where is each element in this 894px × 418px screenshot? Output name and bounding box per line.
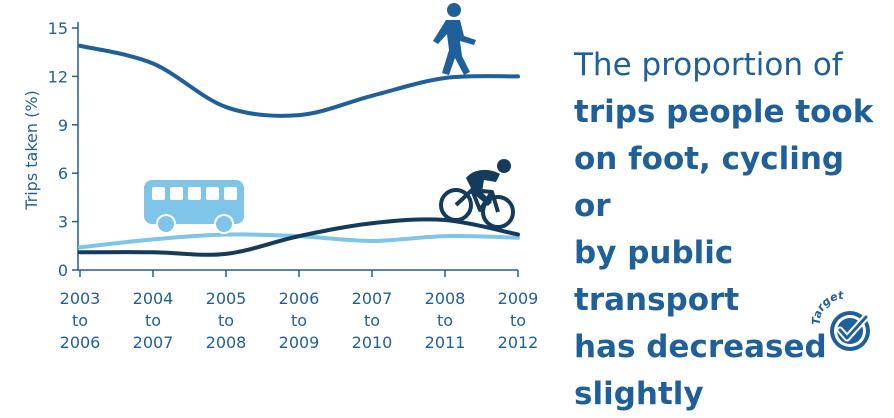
series-lines (80, 46, 518, 255)
x-tick-label: to (437, 311, 453, 330)
y-tick-label: 15 (48, 19, 68, 38)
x-tick-label: 2006 (60, 333, 101, 352)
y-tick-label: 0 (58, 261, 68, 280)
x-tick-label: to (145, 311, 161, 330)
x-tick-label: 2005 (206, 289, 247, 308)
x-tick-label: 2012 (498, 333, 539, 352)
x-tick-label: 2007 (133, 333, 174, 352)
walking-person-icon (433, 3, 476, 75)
trips-line-chart: 0 3 6 9 12 15 2003 to 2006 2004 to 2007 2005 to 2008 20… (0, 0, 560, 359)
headline-line-6: slightly (574, 376, 704, 412)
x-tick-label: 2008 (425, 289, 466, 308)
series-icons (144, 3, 513, 234)
y-axis-label: Trips taken (%) (22, 90, 41, 211)
bus-icon (144, 180, 244, 234)
x-tick-label: 2008 (206, 333, 247, 352)
y-tick-label: 3 (58, 213, 68, 232)
headline-line-4: by public transport (574, 235, 739, 318)
headline-line-5: has decreased (574, 329, 827, 365)
y-tick-label: 6 (58, 164, 68, 183)
x-tick-label: to (291, 311, 307, 330)
x-tick-label: 2011 (425, 333, 466, 352)
x-tick-label: to (72, 311, 88, 330)
y-tick-label: 12 (48, 67, 68, 86)
x-tick-label: 2009 (498, 289, 539, 308)
x-tick-label: 2009 (279, 333, 320, 352)
x-tick-label: 2003 (60, 289, 101, 308)
x-tick-label: to (510, 311, 526, 330)
x-tick-label: 2006 (279, 289, 320, 308)
cyclist-icon (441, 159, 513, 227)
headline: The proportion of trips people took on f… (574, 42, 890, 418)
x-tick-label: to (218, 311, 234, 330)
x-tick-label: 2007 (352, 289, 393, 308)
x-tick-label: 2004 (133, 289, 174, 308)
x-tick-label: to (364, 311, 380, 330)
y-tick-label: 9 (58, 116, 68, 135)
headline-line-1: The proportion of (574, 47, 843, 83)
checkmark-badge-icon (830, 311, 870, 351)
headline-line-3: on foot, cycling or (574, 141, 844, 224)
x-tick-label: 2010 (352, 333, 393, 352)
target-badge: Target (806, 289, 878, 355)
headline-line-2: trips people took (574, 94, 873, 130)
